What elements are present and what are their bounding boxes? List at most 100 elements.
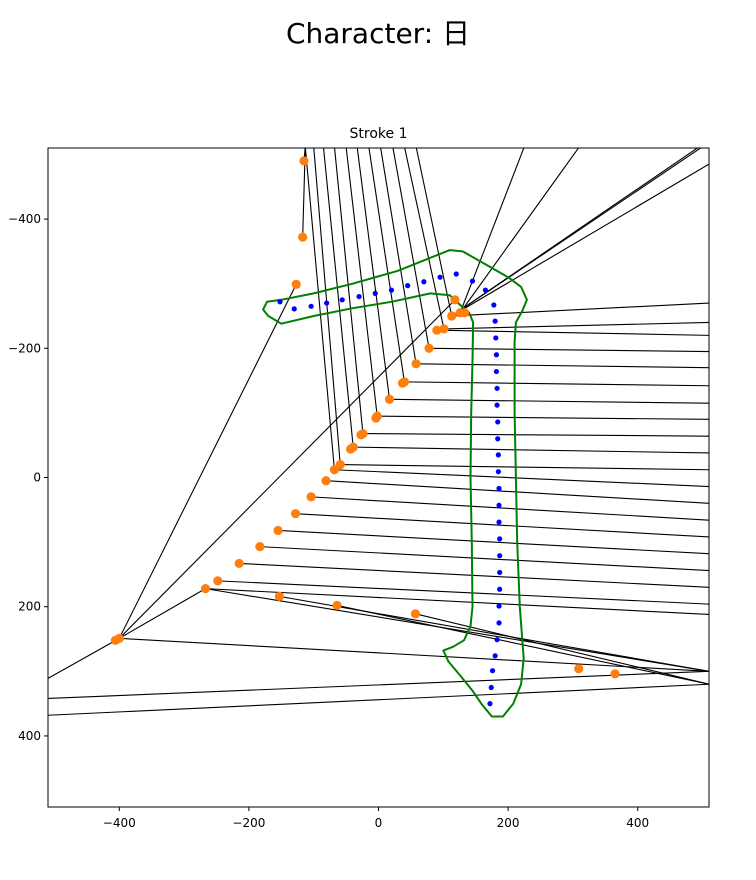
centerline-point [405, 283, 411, 289]
orange-point [424, 343, 434, 353]
connector-line [380, 148, 417, 364]
axes-title: Stroke 1 [350, 126, 408, 142]
connector-line [353, 446, 709, 454]
orange-point [371, 413, 381, 423]
orange-point [447, 311, 457, 321]
centerline-point [487, 701, 493, 707]
y-tick-label: 400 [18, 729, 41, 743]
connector-line [119, 588, 206, 639]
orange-point [574, 664, 584, 674]
centerline-point [388, 287, 395, 293]
orange-point [329, 465, 340, 475]
centerline-point [339, 297, 345, 303]
connector-line [415, 613, 709, 685]
connector-line [48, 637, 120, 679]
connector-line [404, 148, 445, 330]
y-tick-label: 200 [18, 600, 41, 614]
connector-line [119, 637, 709, 672]
centerline-point [469, 278, 476, 284]
connector-line [451, 302, 709, 317]
page-title: Character: 日 [285, 17, 471, 50]
connector-line [217, 580, 709, 605]
centerline-point [496, 485, 502, 492]
centerline-point [489, 668, 496, 674]
plot-area [48, 148, 709, 718]
centerline-point [492, 653, 498, 659]
connector-line [415, 148, 453, 317]
centerline-point [494, 402, 500, 408]
centerline-point [324, 300, 330, 306]
centerline-point [453, 271, 459, 277]
centerline-point [308, 303, 314, 309]
x-tick-label: 200 [497, 816, 520, 830]
orange-point [356, 430, 366, 440]
connector-line [392, 148, 430, 349]
orange-point [397, 378, 408, 388]
centerline-point [496, 519, 502, 525]
orange-point [610, 669, 620, 679]
centerline-point [497, 536, 503, 542]
y-tick-label: −200 [8, 341, 41, 355]
orange-point [455, 308, 465, 318]
orange-point [332, 600, 342, 611]
connector-line [389, 398, 709, 404]
centerline-point [493, 352, 500, 358]
connector-line [451, 148, 699, 317]
orange-point [213, 576, 223, 586]
orange-point [411, 359, 421, 369]
centerline-point [277, 299, 283, 305]
orange-point [255, 542, 265, 552]
centerline-point [497, 569, 503, 576]
orange-point [410, 609, 421, 619]
y-tick-label: 0 [33, 471, 41, 485]
orange-point [432, 325, 442, 335]
connector-line [278, 529, 709, 555]
x-tick-label: 0 [375, 816, 383, 830]
orange-point [299, 156, 309, 166]
orange-point [346, 444, 356, 454]
connector-line [356, 148, 391, 400]
connector-line [205, 588, 709, 616]
connector-line [429, 347, 709, 353]
connector-line [340, 464, 709, 471]
connector-line [205, 588, 709, 672]
orange-point [290, 509, 301, 519]
x-tick-label: −400 [103, 816, 136, 830]
connector-line [459, 148, 525, 313]
orange-point [450, 295, 460, 305]
connector-line [334, 469, 709, 488]
connector-line [295, 513, 709, 538]
centerline-point [495, 469, 501, 475]
centerline-point [493, 368, 500, 375]
centerline-point [491, 302, 497, 308]
connector-line [118, 284, 297, 639]
stroke-outline [262, 249, 528, 718]
connector-line [436, 329, 709, 336]
centerline-point [497, 553, 503, 559]
centerline-point [492, 318, 498, 324]
connector-line [48, 683, 709, 716]
centerline-point [493, 335, 499, 341]
centerline-point [497, 586, 503, 592]
orange-point [200, 584, 211, 594]
centerline-point [494, 637, 500, 643]
centerline-point [372, 290, 378, 296]
orange-point [273, 525, 283, 536]
axes-frame [47, 147, 710, 808]
connector-line [311, 496, 709, 521]
orange-point [274, 591, 284, 601]
centerline-point [291, 306, 297, 312]
connector-line [443, 321, 709, 330]
connector-line [118, 299, 456, 639]
connector-line [377, 415, 709, 420]
connector-line [368, 148, 405, 382]
orange-point [298, 232, 308, 242]
orange-point [114, 633, 124, 643]
centerline-point [494, 385, 500, 391]
connector-line [304, 148, 335, 470]
connector-line [459, 148, 580, 314]
orange-point [234, 558, 244, 569]
connector-line [362, 433, 709, 437]
centerline-point [356, 293, 362, 300]
